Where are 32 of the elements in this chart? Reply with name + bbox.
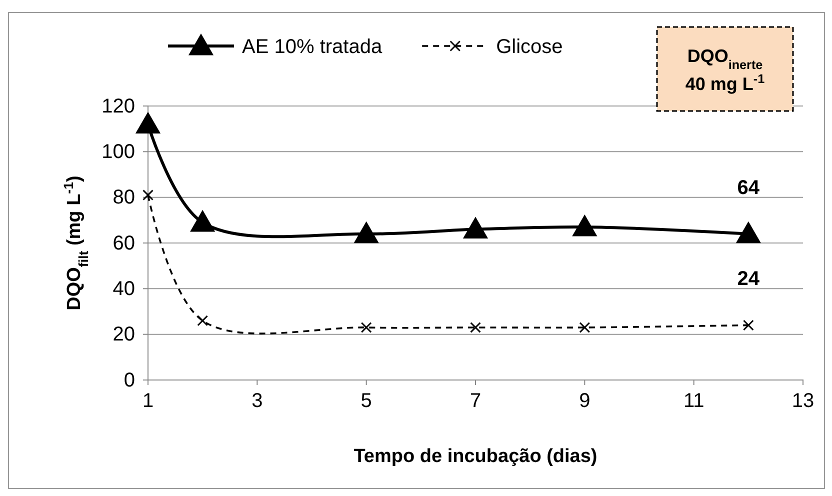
x-tick-label: 5 — [360, 390, 372, 412]
y-tick-label: 60 — [112, 232, 135, 254]
y-tick-label: 80 — [112, 186, 135, 209]
point — [736, 222, 760, 244]
y-tick-label: 120 — [102, 95, 135, 118]
x-tick-label: 7 — [470, 390, 482, 412]
data-label: 24 — [737, 268, 760, 290]
x-axis-title: Tempo de incubação (dias) — [354, 446, 598, 467]
text: DQO$_{inerte}$ 40 mg L$^{-1}$ — [685, 46, 765, 94]
x-tick-label: 11 — [683, 390, 704, 412]
point — [354, 222, 378, 244]
point — [572, 215, 597, 236]
x-tick-label: 1 — [142, 390, 154, 412]
x-tick-label: 9 — [579, 390, 590, 412]
point — [360, 322, 372, 333]
y-tick-label: 0 — [124, 369, 135, 392]
point — [463, 218, 488, 239]
y-tick-label: 20 — [112, 324, 135, 346]
x-tick-label: 3 — [252, 390, 263, 412]
y-tick-label: 100 — [102, 141, 135, 164]
point — [742, 320, 754, 331]
x-tick-label: 13 — [792, 390, 814, 412]
point — [142, 190, 154, 201]
point — [579, 322, 590, 333]
point — [190, 210, 215, 232]
legend-label: AE 10% tratada — [242, 36, 383, 58]
data-label: 64 — [737, 176, 760, 199]
legend-label: Glicose — [496, 36, 563, 58]
point — [136, 112, 160, 134]
point — [470, 322, 481, 333]
point — [197, 315, 208, 326]
y-tick-label: 40 — [112, 278, 135, 300]
